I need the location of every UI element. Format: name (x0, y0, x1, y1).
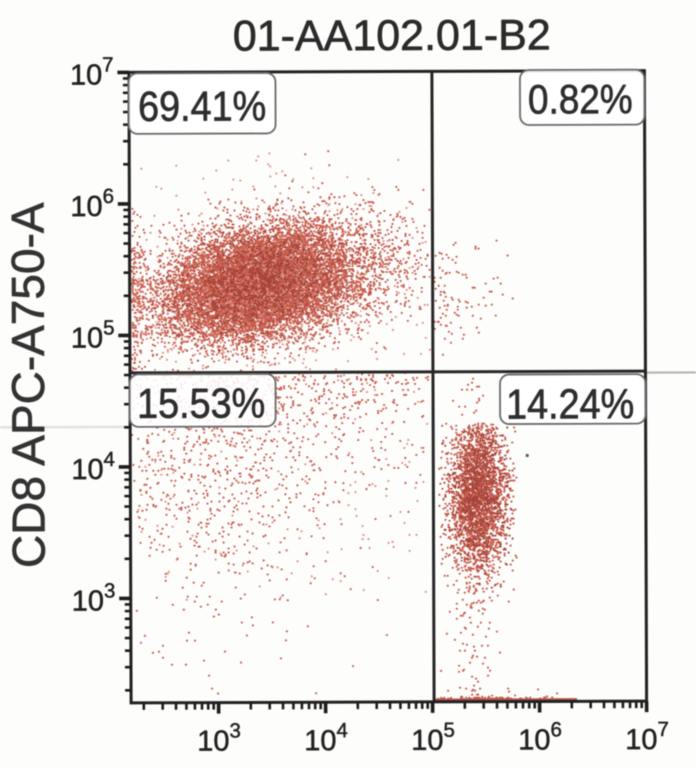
svg-text:14.24%: 14.24% (506, 381, 634, 428)
svg-text:CD8 APC-A750-A: CD8 APC-A750-A (1, 202, 54, 568)
svg-text:01-AA102.01-B2: 01-AA102.01-B2 (233, 11, 551, 60)
svg-text:69.41%: 69.41% (138, 84, 266, 131)
svg-text:0.82%: 0.82% (528, 77, 633, 123)
svg-text:103: 103 (197, 720, 241, 758)
svg-text:15.53%: 15.53% (137, 381, 265, 428)
svg-text:105: 105 (71, 316, 115, 354)
svg-text:104: 104 (304, 719, 348, 757)
